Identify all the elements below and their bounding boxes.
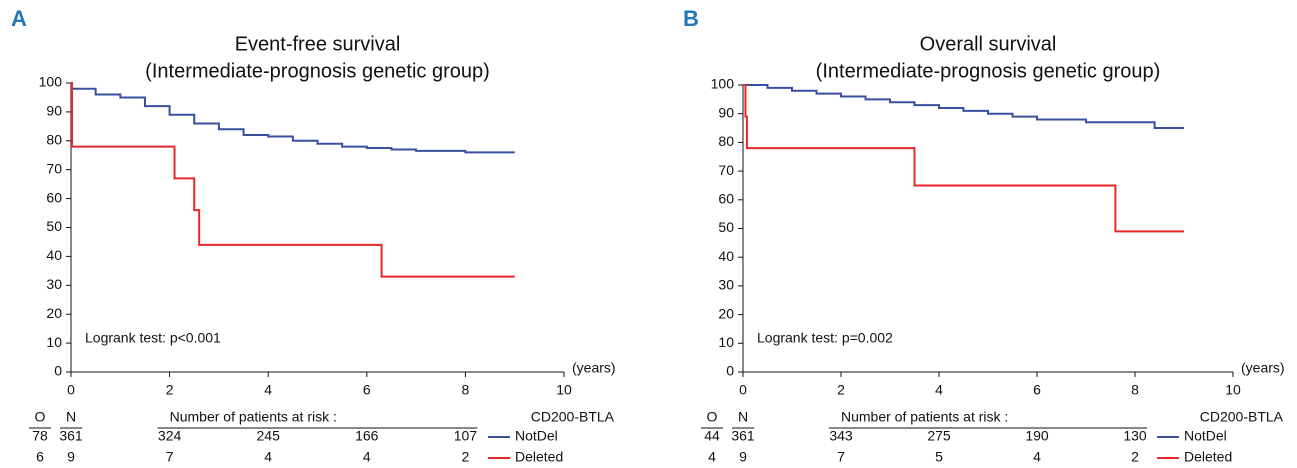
panel-label: B — [683, 6, 699, 31]
y-tick-label: 10 — [718, 334, 734, 350]
y-tick-label: 0 — [54, 363, 62, 379]
at-risk: 2 — [1131, 449, 1139, 465]
risk-header: N — [738, 409, 748, 425]
y-tick-label: 20 — [718, 305, 734, 321]
x-tick-label: 2 — [837, 382, 845, 398]
y-tick-label: 40 — [46, 247, 62, 263]
x-tick-label: 8 — [462, 382, 470, 398]
total: 9 — [67, 449, 75, 465]
at-risk: 7 — [166, 449, 174, 465]
y-tick-label: 90 — [718, 104, 734, 120]
at-risk: 190 — [1025, 428, 1049, 444]
chart-title: Event-free survival — [235, 33, 401, 55]
y-tick-label: 30 — [718, 277, 734, 293]
survival-curve — [743, 84, 1184, 130]
legend-title: CD200-BTLA — [531, 409, 615, 425]
y-tick-label: 60 — [46, 189, 62, 205]
at-risk: 324 — [158, 428, 182, 444]
at-risk: 2 — [462, 449, 470, 465]
legend-label: Deleted — [515, 449, 563, 465]
survival-curve — [743, 84, 1184, 233]
x-tick-label: 0 — [739, 382, 747, 398]
at-risk: 166 — [355, 428, 379, 444]
risk-title: Number of patients at risk : — [841, 409, 1008, 425]
y-tick-label: 0 — [726, 363, 734, 379]
at-risk: 5 — [935, 449, 943, 465]
at-risk: 4 — [1033, 449, 1041, 465]
x-tick-label: 6 — [1033, 382, 1041, 398]
x-axis-label: (years) — [572, 360, 616, 376]
observed: 6 — [36, 449, 44, 465]
y-tick-label: 70 — [718, 162, 734, 178]
risk-header: N — [66, 409, 76, 425]
at-risk: 275 — [927, 428, 951, 444]
y-tick-label: 50 — [718, 219, 734, 235]
y-tick-label: 100 — [39, 74, 63, 90]
legend-title: CD200-BTLA — [1200, 409, 1284, 425]
x-tick-label: 8 — [1131, 382, 1139, 398]
annotation: Logrank test: p<0.001 — [85, 330, 221, 346]
risk-header: O — [35, 409, 46, 425]
y-tick-label: 10 — [46, 334, 62, 350]
chart-subtitle: (Intermediate-prognosis genetic group) — [816, 60, 1161, 82]
at-risk: 343 — [829, 428, 853, 444]
y-tick-label: 30 — [46, 276, 62, 292]
legend-label: NotDel — [1184, 428, 1227, 444]
risk-title: Number of patients at risk : — [170, 409, 337, 425]
y-tick-label: 80 — [46, 132, 62, 148]
annotation: Logrank test: p=0.002 — [757, 330, 893, 346]
at-risk: 4 — [264, 449, 272, 465]
total: 361 — [59, 428, 83, 444]
y-tick-label: 40 — [718, 248, 734, 264]
at-risk: 107 — [454, 428, 478, 444]
x-tick-label: 6 — [363, 382, 371, 398]
x-axis-label: (years) — [1241, 360, 1285, 376]
x-tick-label: 2 — [166, 382, 174, 398]
x-tick-label: 0 — [67, 382, 75, 398]
legend-label: NotDel — [515, 428, 558, 444]
y-tick-label: 50 — [46, 218, 62, 234]
at-risk: 7 — [837, 449, 845, 465]
observed: 78 — [32, 428, 48, 444]
y-tick-label: 20 — [46, 305, 62, 321]
total: 361 — [731, 428, 755, 444]
y-tick-label: 60 — [718, 191, 734, 207]
x-tick-label: 10 — [556, 382, 572, 398]
legend-label: Deleted — [1184, 449, 1232, 465]
survival-curve — [70, 82, 515, 278]
at-risk: 4 — [363, 449, 371, 465]
y-tick-label: 80 — [718, 133, 734, 149]
chart-subtitle: (Intermediate-prognosis genetic group) — [145, 60, 490, 82]
y-tick-label: 70 — [46, 160, 62, 176]
y-tick-label: 90 — [46, 103, 62, 119]
risk-header: O — [707, 409, 718, 425]
x-tick-label: 4 — [264, 382, 272, 398]
chart-title: Overall survival — [920, 33, 1057, 55]
observed: 44 — [704, 428, 720, 444]
total: 9 — [739, 449, 747, 465]
at-risk: 130 — [1123, 428, 1147, 444]
x-tick-label: 4 — [935, 382, 943, 398]
at-risk: 245 — [257, 428, 281, 444]
x-tick-label: 10 — [1225, 382, 1241, 398]
observed: 4 — [708, 449, 716, 465]
panel-label: A — [11, 6, 27, 31]
y-tick-label: 100 — [711, 76, 735, 92]
survival-curve — [71, 87, 515, 154]
